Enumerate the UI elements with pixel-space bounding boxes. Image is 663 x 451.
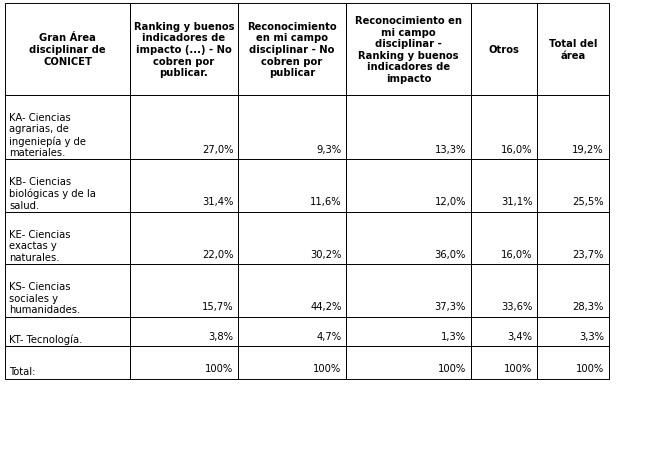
Bar [238,4,346,96]
Bar [5,346,130,379]
Text: 3,8%: 3,8% [208,331,233,341]
Bar [537,346,609,379]
Text: 13,3%: 13,3% [435,145,466,155]
Text: Ranking y buenos
indicadores de
impacto (...) - No
cobren por
publicar.: Ranking y buenos indicadores de impacto … [134,22,234,78]
Text: 100%: 100% [313,364,341,373]
Bar [130,317,238,346]
Text: 16,0%: 16,0% [501,249,532,259]
Bar [471,4,537,96]
Bar [537,317,609,346]
Bar [471,265,537,317]
Bar [471,317,537,346]
Bar [537,96,609,160]
Bar [537,265,609,317]
Text: 25,5%: 25,5% [572,197,604,207]
Bar [238,96,346,160]
Text: 31,1%: 31,1% [501,197,532,207]
Text: KT- Tecnología.: KT- Tecnología. [9,334,83,344]
Text: 36,0%: 36,0% [435,249,466,259]
Text: 3,4%: 3,4% [507,331,532,341]
Bar [238,160,346,212]
Bar [5,160,130,212]
Bar [130,96,238,160]
Bar [346,346,471,379]
Text: 31,4%: 31,4% [202,197,233,207]
Bar [5,265,130,317]
Text: 100%: 100% [575,364,604,373]
Bar [471,160,537,212]
Text: 100%: 100% [438,364,466,373]
Text: 33,6%: 33,6% [501,302,532,312]
Bar [130,212,238,265]
Bar [537,160,609,212]
Bar [346,317,471,346]
Bar [130,160,238,212]
Text: 23,7%: 23,7% [572,249,604,259]
Text: Gran Área
disciplinar de
CONICET: Gran Área disciplinar de CONICET [29,33,106,66]
Bar [130,4,238,96]
Bar [346,265,471,317]
Text: 30,2%: 30,2% [310,249,341,259]
Bar [346,96,471,160]
Bar [130,346,238,379]
Text: KB- Ciencias
biológicas y de la
salud.: KB- Ciencias biológicas y de la salud. [9,176,96,210]
Text: 4,7%: 4,7% [316,331,341,341]
Text: 19,2%: 19,2% [572,145,604,155]
Text: 1,3%: 1,3% [441,331,466,341]
Text: KA- Ciencias
agrarias, de
ingeniерía y de
materiales.: KA- Ciencias agrarias, de ingeniерía y d… [9,113,86,158]
Bar [5,317,130,346]
Text: Total del
área: Total del área [549,39,597,60]
Bar [5,212,130,265]
Text: 11,6%: 11,6% [310,197,341,207]
Text: Reconocimiento en
mi campo
disciplinar -
Ranking y buenos
indicadores de
impacto: Reconocimiento en mi campo disciplinar -… [355,16,462,84]
Bar [471,96,537,160]
Text: 27,0%: 27,0% [202,145,233,155]
Text: 12,0%: 12,0% [434,197,466,207]
Bar [238,265,346,317]
Bar [471,212,537,265]
Text: 28,3%: 28,3% [573,302,604,312]
Text: 37,3%: 37,3% [435,302,466,312]
Text: Reconocimiento
en mi campo
disciplinar - No
cobren por
publicar: Reconocimiento en mi campo disciplinar -… [247,22,337,78]
Bar [238,212,346,265]
Bar [130,265,238,317]
Bar [537,4,609,96]
Bar [346,4,471,96]
Text: Otros: Otros [489,45,519,55]
Bar [537,212,609,265]
Text: KS- Ciencias
sociales y
humanidades.: KS- Ciencias sociales y humanidades. [9,282,80,315]
Text: 44,2%: 44,2% [310,302,341,312]
Bar [346,212,471,265]
Bar [346,160,471,212]
Bar [5,96,130,160]
Text: 22,0%: 22,0% [202,249,233,259]
Text: KE- Ciencias
exactas y
naturales.: KE- Ciencias exactas y naturales. [9,230,71,262]
Text: 15,7%: 15,7% [202,302,233,312]
Text: 100%: 100% [205,364,233,373]
Bar [471,346,537,379]
Text: 9,3%: 9,3% [316,145,341,155]
Text: 3,3%: 3,3% [579,331,604,341]
Bar [5,4,130,96]
Bar [238,346,346,379]
Bar [238,317,346,346]
Text: 100%: 100% [504,364,532,373]
Text: Total:: Total: [9,367,36,377]
Text: 16,0%: 16,0% [501,145,532,155]
